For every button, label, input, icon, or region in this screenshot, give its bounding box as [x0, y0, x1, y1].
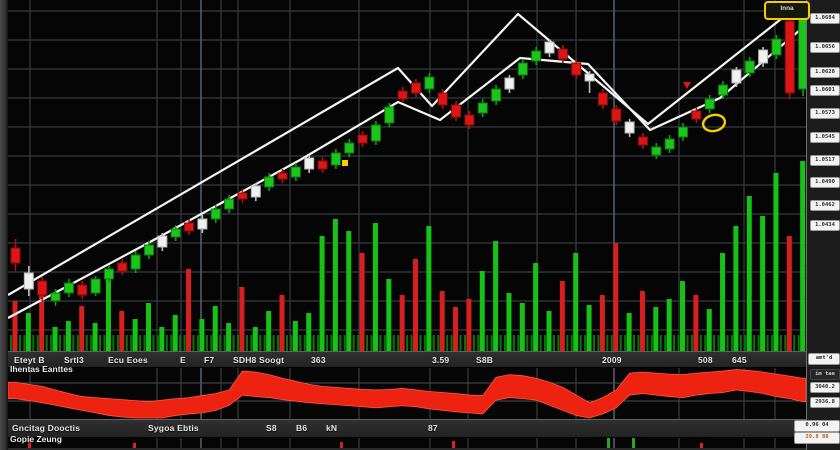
price-level-badge: 1.0434 — [810, 220, 840, 231]
window-left-edge — [0, 0, 8, 450]
bottom-bar-label: S8 — [266, 423, 277, 433]
bottom-right-value-badge: 0.96 04 — [794, 420, 840, 432]
time-axis-label: SDH8 Soogt — [233, 355, 284, 365]
timeframe-badge[interactable]: amt'd — [808, 353, 840, 365]
main-chart-panel — [8, 0, 806, 351]
price-level-badge: 1.0545 — [810, 132, 840, 143]
time-axis-label: Ecu Eoes — [108, 355, 148, 365]
price-level-badge: 1.0684 — [810, 13, 840, 24]
time-axis-label: 2009 — [602, 355, 622, 365]
bottom-right-value-badge-2: 29.8 88 — [794, 432, 840, 444]
bottom-bar-label: B6 — [296, 423, 307, 433]
price-level-badge: 1.0462 — [810, 200, 840, 211]
time-axis-label: 3.59 — [432, 355, 449, 365]
indicator-panel-title: Ihentas Eanttes — [10, 364, 73, 374]
price-axis-scrollbar[interactable]: 1.0684 1.0656 1.0628 1.0601 1.0573 1.0545 1.05… — [806, 0, 840, 450]
time-axis-label: F7 — [204, 355, 214, 365]
indicator-value-badge: 2936.8 — [810, 397, 840, 408]
indicator-axis-label: im tae — [810, 369, 840, 380]
time-axis-label: 363 — [311, 355, 326, 365]
current-price-badge: Inna — [764, 1, 810, 20]
chart-canvas[interactable] — [0, 0, 840, 450]
price-level-badge: 1.0656 — [810, 42, 840, 53]
time-axis-label: 645 — [732, 355, 747, 365]
bottom-panel-title: Gopie Zeung — [10, 434, 62, 444]
time-axis-label: E — [180, 355, 186, 365]
indicator-value-badge: 3040.2 — [810, 382, 840, 393]
price-level-badge: 1.0490 — [810, 177, 840, 188]
price-level-badge: 1.0517 — [810, 155, 840, 166]
price-level-badge: 1.0601 — [810, 85, 840, 96]
time-axis-label: 508 — [698, 355, 713, 365]
price-level-badge: 1.0573 — [810, 108, 840, 119]
bottom-bar-label: Gncitag Dooctis — [12, 423, 80, 433]
yellow-marker-annotation — [342, 160, 348, 166]
time-axis-label: S8B — [476, 355, 493, 365]
time-axis-bar[interactable]: Eteyt BSrtl3Ecu EoesEF7SDH8 Soogt3633.59… — [8, 351, 806, 368]
trading-app-window: 1.0684 1.0656 1.0628 1.0601 1.0573 1.0545 1.05… — [0, 0, 840, 450]
bottom-bar-label: Sygoa Ebtis — [148, 423, 199, 433]
bottom-info-bar[interactable]: Gncitag Dooctis Sygoa Ebtis S8 B6 kN 87 — [8, 419, 806, 438]
bottom-bar-label: kN — [326, 423, 337, 433]
bottom-bar-label: 87 — [428, 423, 438, 433]
price-level-badge: 1.0628 — [810, 67, 840, 78]
